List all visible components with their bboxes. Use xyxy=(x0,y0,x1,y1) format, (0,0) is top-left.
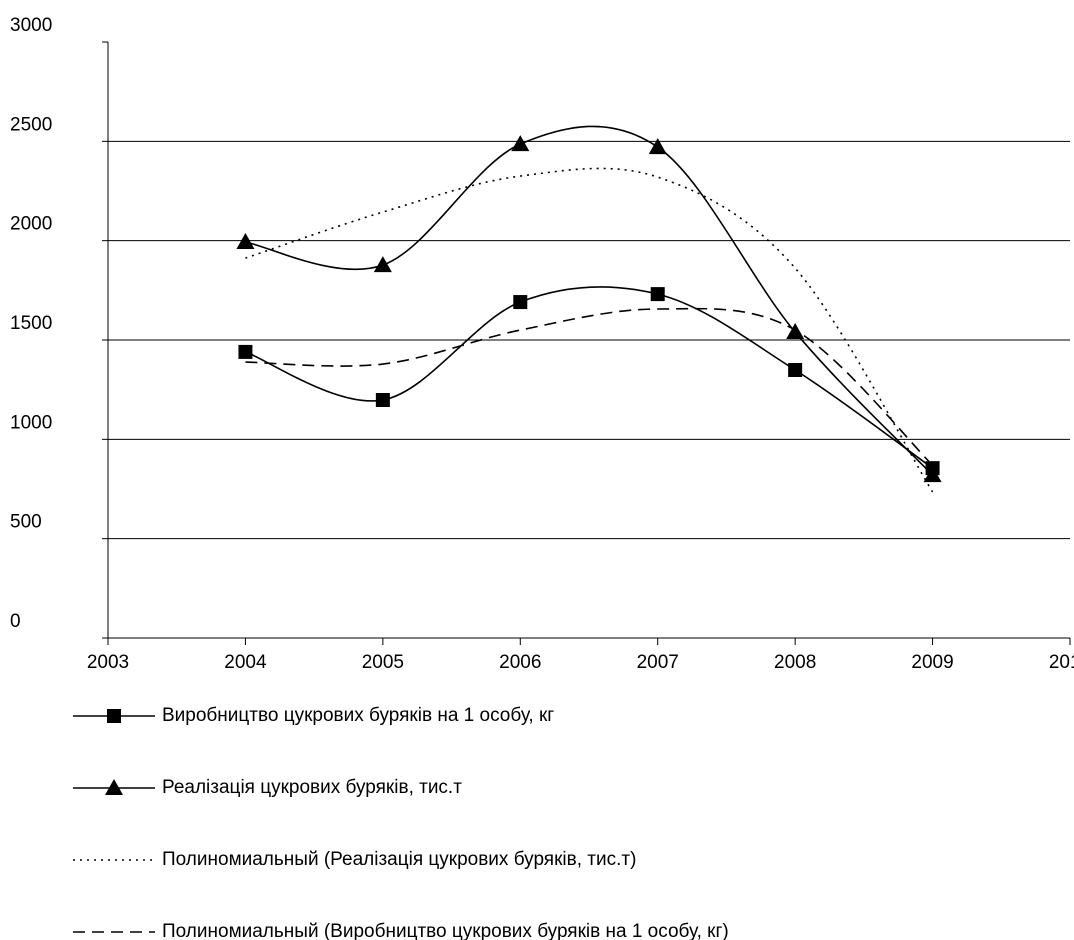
y-tick-label: 2000 xyxy=(10,214,52,235)
x-tick-label: 2003 xyxy=(87,652,129,673)
legend-label: Полиномиальный (Реалізація цукрових буря… xyxy=(162,849,636,870)
x-tick-label: 2010 xyxy=(1049,652,1074,673)
marker-square xyxy=(238,344,253,359)
marker-square xyxy=(788,362,803,377)
marker-triangle xyxy=(373,256,392,273)
marker-triangle xyxy=(648,138,667,155)
legend-label: Полиномиальный (Виробництво цукрових бур… xyxy=(162,921,729,940)
y-tick-label: 1000 xyxy=(10,412,52,433)
series-line xyxy=(245,286,934,469)
marker-triangle xyxy=(105,779,123,795)
x-tick-label: 2005 xyxy=(362,652,404,673)
y-tick-label: 1500 xyxy=(10,313,52,334)
series-line xyxy=(245,307,934,466)
marker-triangle xyxy=(236,233,255,250)
x-tick-label: 2006 xyxy=(499,652,541,673)
legend-label: Реалізація цукрових буряків, тис.т xyxy=(162,777,462,798)
y-tick-label: 3000 xyxy=(10,15,52,36)
y-tick-label: 2500 xyxy=(10,114,52,135)
marker-square xyxy=(107,709,121,723)
marker-triangle xyxy=(923,466,942,483)
x-tick-label: 2009 xyxy=(911,652,953,673)
x-tick-label: 2007 xyxy=(637,652,679,673)
series-line xyxy=(245,125,934,476)
y-tick-label: 500 xyxy=(10,512,42,533)
marker-triangle xyxy=(786,323,805,340)
x-tick-label: 2008 xyxy=(774,652,816,673)
marker-square xyxy=(513,295,528,310)
x-tick-label: 2004 xyxy=(224,652,267,673)
marker-triangle xyxy=(511,135,530,152)
marker-square xyxy=(375,392,390,407)
series-line xyxy=(245,167,934,493)
y-tick-label: 0 xyxy=(10,611,21,632)
legend-label: Виробництво цукрових буряків на 1 особу,… xyxy=(162,705,554,726)
marker-square xyxy=(650,287,665,302)
